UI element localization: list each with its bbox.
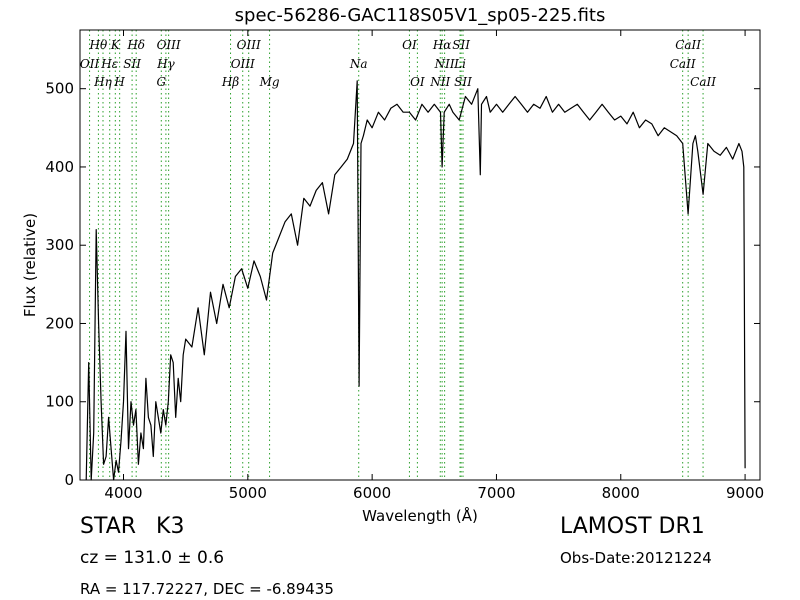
spectral-line-label: G bbox=[157, 75, 167, 89]
coordinates-text: RA = 117.72227, DEC = -6.89435 bbox=[80, 580, 334, 598]
spectral-line-label: Hε bbox=[100, 57, 118, 71]
x-tick-label: 6000 bbox=[353, 484, 391, 502]
y-axis-label: Flux (relative) bbox=[21, 213, 39, 317]
observation-date: Obs-Date:20121224 bbox=[560, 549, 712, 567]
x-tick-label: 8000 bbox=[602, 484, 640, 502]
redshift-text: cz = 131.0 ± 0.6 bbox=[80, 548, 225, 568]
spectral-line-label: Mg bbox=[259, 75, 280, 89]
axes-layer: 4000 5000 6000 7000 8000 9000 0 100 200 300 400 500… bbox=[21, 29, 764, 525]
y-tick-label: 300 bbox=[45, 236, 74, 254]
x-tick-label: 9000 bbox=[726, 484, 764, 502]
spectral-line-label: CaII bbox=[690, 75, 716, 89]
spectral-line-label: Hη bbox=[93, 75, 112, 89]
spectral-line-label: Hδ bbox=[126, 38, 145, 52]
object-subclass: K3 bbox=[156, 514, 185, 539]
spectrum-layer bbox=[85, 80, 746, 481]
x-tick-label: 7000 bbox=[477, 484, 515, 502]
spectral-line-label: Hα bbox=[432, 38, 452, 52]
spectral-line-label: SII bbox=[452, 38, 470, 52]
plot-title: spec-56286-GAC118S05V1_sp05-225.fits bbox=[234, 5, 606, 26]
spectral-line-label: OIII bbox=[157, 38, 181, 52]
spectral-line-label: OIII bbox=[231, 57, 255, 71]
survey-name: LAMOST DR1 bbox=[560, 514, 705, 539]
spectral-line-label: OIII bbox=[237, 38, 261, 52]
spectral-line-label: NII bbox=[429, 75, 450, 89]
object-class: STAR bbox=[80, 514, 137, 539]
plot-frame bbox=[79, 29, 761, 481]
spectral-line-label: OII bbox=[80, 57, 100, 71]
spectral-line-label: K bbox=[110, 38, 121, 52]
spectral-line-label: CaII bbox=[670, 57, 696, 71]
spectral-line-label: Na bbox=[349, 57, 368, 71]
x-tick-label: 5000 bbox=[229, 484, 267, 502]
spectrum-series-line bbox=[85, 80, 746, 481]
y-tick-label: 100 bbox=[45, 393, 74, 411]
spectral-line-label: SII bbox=[454, 75, 472, 89]
classification: STAR K3 bbox=[80, 514, 204, 539]
spectral-line-label: Hθ bbox=[89, 38, 108, 52]
y-tick-label: 500 bbox=[45, 80, 74, 98]
x-axis-label: Wavelength (Å) bbox=[362, 506, 478, 525]
spectral-line-label: Li bbox=[453, 57, 466, 71]
line-markers-layer bbox=[89, 30, 704, 480]
y-tick-label: 0 bbox=[64, 471, 74, 489]
spectral-line-label: Hβ bbox=[221, 75, 239, 89]
spectral-line-label: Hγ bbox=[156, 57, 175, 71]
y-tick-label: 200 bbox=[45, 314, 74, 332]
x-tick-label: 4000 bbox=[104, 484, 142, 502]
spectral-line-label: SII bbox=[123, 57, 141, 71]
spectral-line-label: NII bbox=[434, 57, 455, 71]
spectral-line-label: H bbox=[113, 75, 125, 89]
spectral-line-label: CaII bbox=[675, 38, 701, 52]
y-tick-label: 400 bbox=[45, 158, 74, 176]
spectral-line-label: OI bbox=[402, 38, 417, 52]
spectral-line-label: OI bbox=[410, 75, 425, 89]
